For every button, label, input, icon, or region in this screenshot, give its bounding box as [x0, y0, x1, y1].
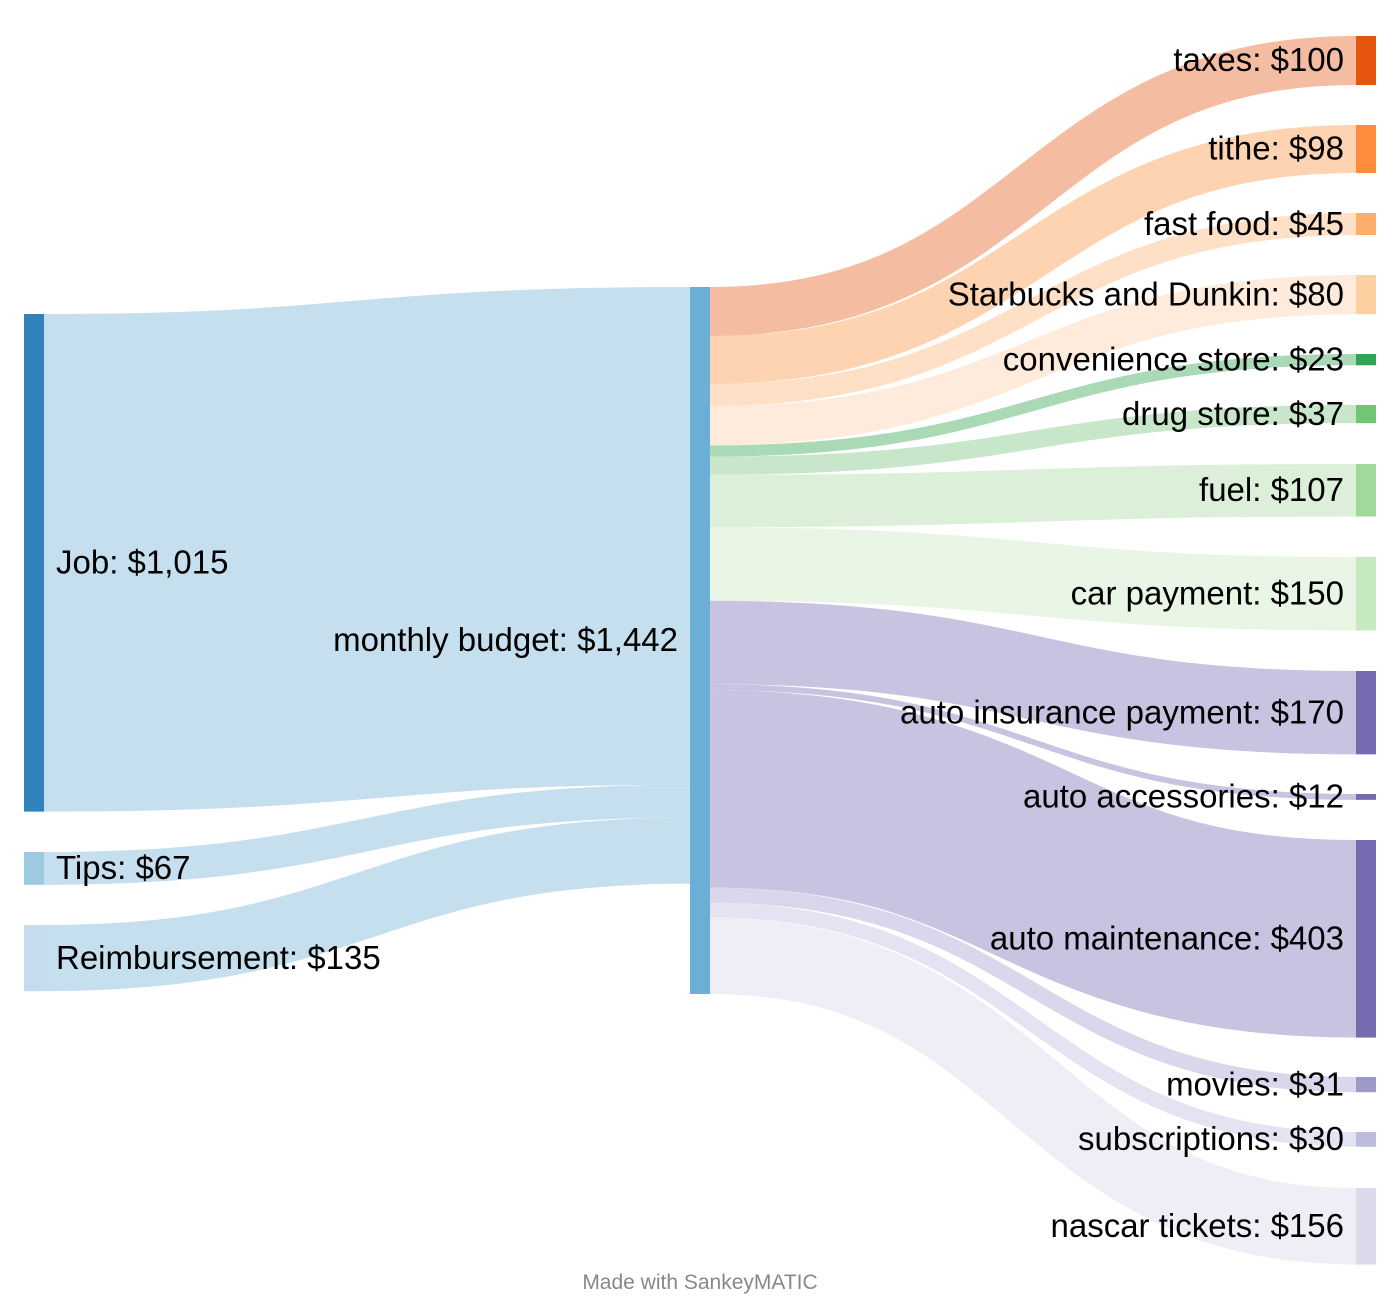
- node-autoacc: [1356, 794, 1376, 800]
- node-label-automaint: auto maintenance: $403: [990, 920, 1344, 957]
- flow-budget-to-tithe: [709, 124, 1357, 385]
- node-drug: [1356, 405, 1376, 424]
- node-budget: [690, 287, 710, 994]
- flow-budget-to-drug: [709, 404, 1357, 475]
- flow-budget-to-conv: [709, 353, 1357, 457]
- flow-budget-to-subs: [709, 902, 1357, 1147]
- node-label-reimb: Reimbursement: $135: [56, 939, 381, 976]
- node-label-budget: monthly budget: $1,442: [333, 621, 678, 658]
- flow-budget-to-nascar: [709, 917, 1357, 1265]
- node-label-conv: convenience store: $23: [1003, 340, 1344, 377]
- labels-layer: Job: $1,015 Tips: $67 Reimbursement: $135 m…: [56, 41, 1344, 1244]
- node-label-movies: movies: $31: [1166, 1065, 1344, 1102]
- flow-reimb-to-budget: [43, 817, 691, 992]
- flow-budget-to-car: [709, 527, 1357, 631]
- node-movies: [1356, 1077, 1376, 1093]
- node-label-drug: drug store: $37: [1122, 395, 1344, 432]
- node-tithe: [1356, 125, 1376, 174]
- node-label-fastfood: fast food: $45: [1144, 205, 1344, 242]
- flow-budget-to-automaint: [709, 690, 1357, 1038]
- node-label-autoins: auto insurance payment: $170: [900, 693, 1344, 730]
- node-conv: [1356, 354, 1376, 366]
- credit-text: Made with SankeyMATIC: [582, 1271, 817, 1294]
- node-label-autoacc: auto accessories: $12: [1023, 778, 1344, 815]
- flow-budget-to-starbucks: [709, 275, 1357, 446]
- node-reimb: [24, 925, 44, 992]
- flow-budget-to-autoins: [709, 600, 1357, 755]
- nodes-layer: [24, 36, 1376, 1265]
- node-subs: [1356, 1132, 1376, 1147]
- node-starbucks: [1356, 275, 1376, 315]
- node-label-taxes: taxes: $100: [1173, 41, 1344, 78]
- node-nascar: [1356, 1188, 1376, 1265]
- flow-budget-to-movies: [709, 887, 1357, 1093]
- node-label-fuel: fuel: $107: [1199, 471, 1344, 508]
- node-label-subs: subscriptions: $30: [1078, 1120, 1344, 1157]
- node-label-nascar: nascar tickets: $156: [1051, 1207, 1345, 1244]
- node-label-car: car payment: $150: [1071, 574, 1344, 611]
- node-fastfood: [1356, 213, 1376, 236]
- flow-budget-to-fuel: [709, 464, 1357, 528]
- node-label-job: Job: $1,015: [56, 544, 228, 581]
- node-car: [1356, 557, 1376, 631]
- node-label-starbucks: Starbucks and Dunkin: $80: [948, 275, 1344, 312]
- node-label-tips: Tips: $67: [56, 849, 191, 886]
- flow-job-to-budget: [43, 287, 691, 812]
- flow-budget-to-taxes: [709, 36, 1357, 337]
- flow-budget-to-fastfood: [709, 213, 1357, 407]
- node-job: [24, 314, 44, 812]
- node-fuel: [1356, 464, 1376, 517]
- flow-budget-to-autoacc: [709, 684, 1357, 800]
- node-label-tithe: tithe: $98: [1208, 130, 1344, 167]
- node-autoins: [1356, 671, 1376, 755]
- flow-tips-to-budget: [43, 784, 691, 885]
- node-automaint: [1356, 840, 1376, 1038]
- node-tips: [24, 852, 44, 885]
- node-taxes: [1356, 36, 1376, 86]
- flows-layer: [43, 36, 1357, 1265]
